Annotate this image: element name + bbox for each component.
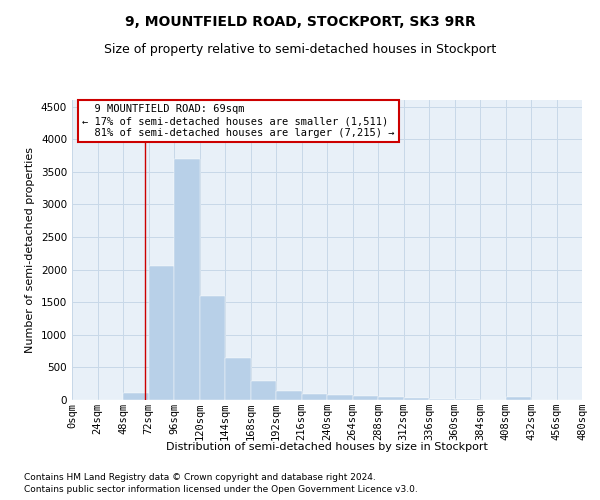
Bar xyxy=(302,394,327,400)
Bar xyxy=(505,396,531,400)
Text: Distribution of semi-detached houses by size in Stockport: Distribution of semi-detached houses by … xyxy=(166,442,488,452)
Bar xyxy=(149,266,174,400)
Bar xyxy=(174,158,199,400)
Text: 9 MOUNTFIELD ROAD: 69sqm
← 17% of semi-detached houses are smaller (1,511)
  81%: 9 MOUNTFIELD ROAD: 69sqm ← 17% of semi-d… xyxy=(82,104,395,138)
Y-axis label: Number of semi-detached properties: Number of semi-detached properties xyxy=(25,147,35,353)
Bar xyxy=(327,396,353,400)
Text: Contains public sector information licensed under the Open Government Licence v3: Contains public sector information licen… xyxy=(24,485,418,494)
Text: Size of property relative to semi-detached houses in Stockport: Size of property relative to semi-detach… xyxy=(104,42,496,56)
Text: Contains HM Land Registry data © Crown copyright and database right 2024.: Contains HM Land Registry data © Crown c… xyxy=(24,472,376,482)
Bar xyxy=(404,398,429,400)
Bar xyxy=(276,391,302,400)
Bar xyxy=(378,398,404,400)
Text: 9, MOUNTFIELD ROAD, STOCKPORT, SK3 9RR: 9, MOUNTFIELD ROAD, STOCKPORT, SK3 9RR xyxy=(125,15,475,29)
Bar xyxy=(353,396,378,400)
Bar xyxy=(123,394,149,400)
Bar xyxy=(429,399,455,400)
Bar xyxy=(199,296,225,400)
Bar xyxy=(225,358,251,400)
Bar xyxy=(251,381,276,400)
